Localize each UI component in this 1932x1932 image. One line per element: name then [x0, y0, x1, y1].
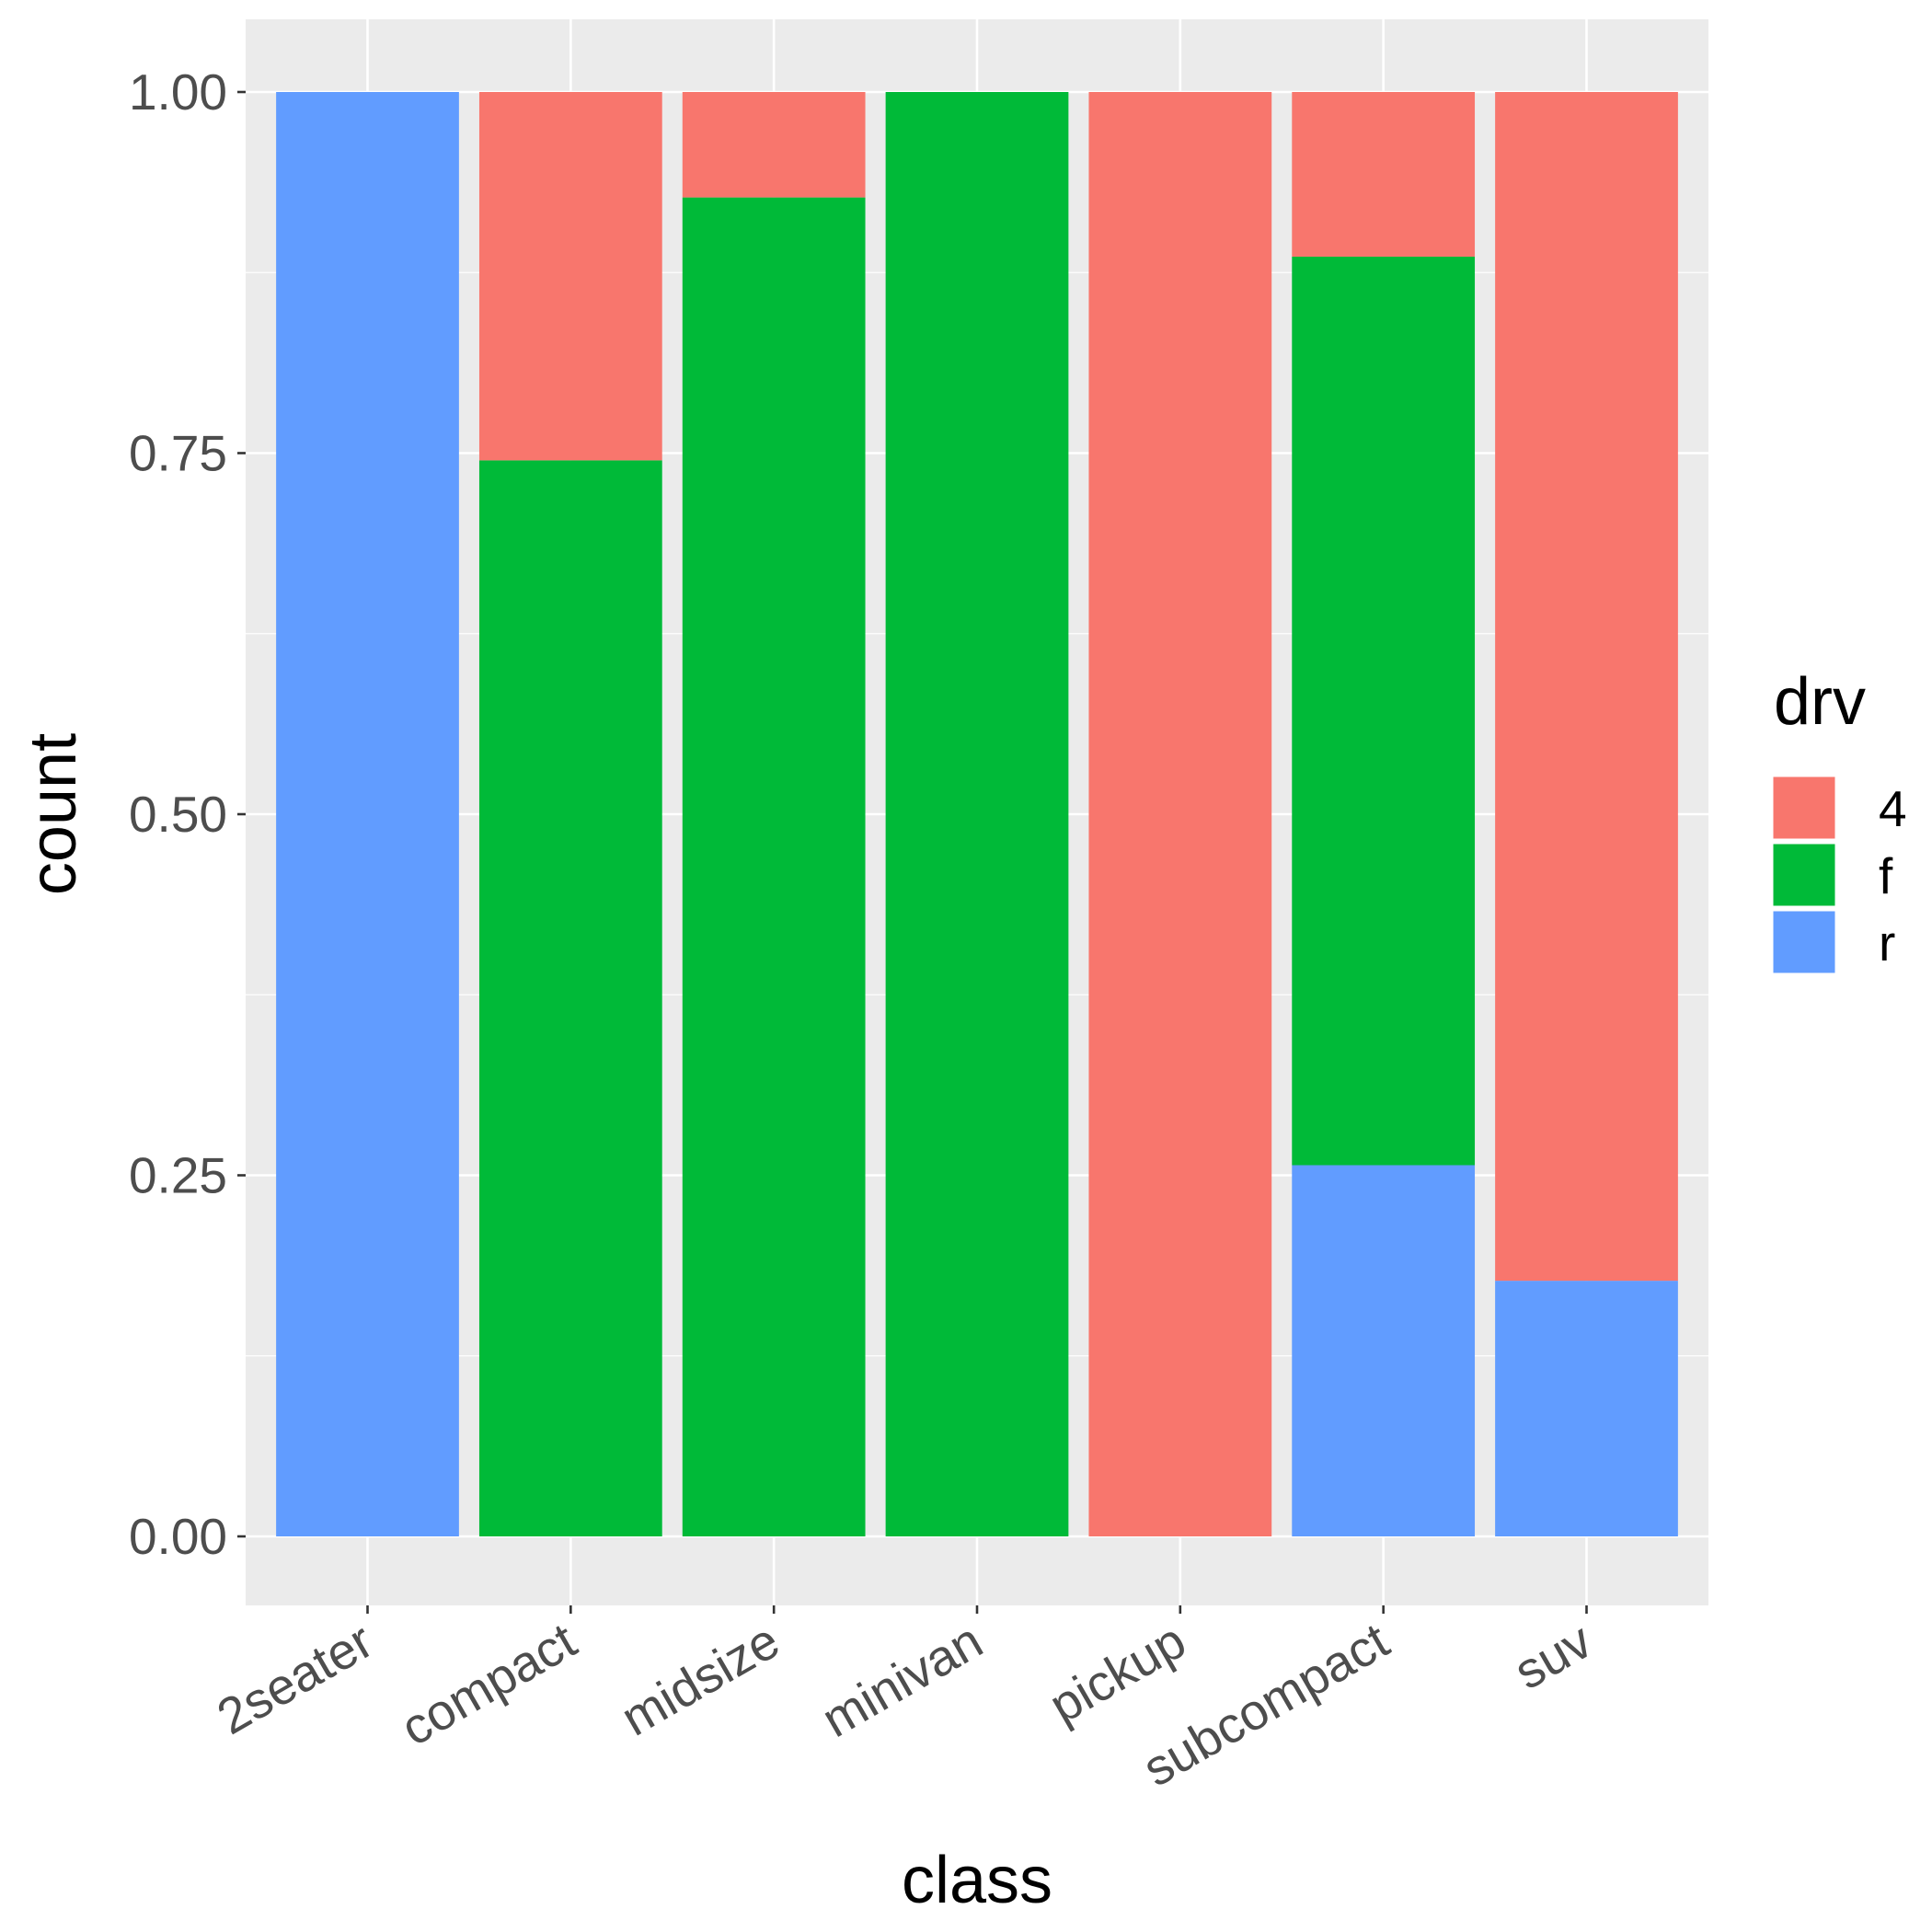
legend-label-r: r [1879, 914, 1895, 972]
x-tick-label: midsize [612, 1612, 788, 1747]
legend-key-4 [1770, 774, 1838, 842]
y-tick-label: 0.25 [129, 1147, 227, 1204]
bar-segment-suv-4 [1495, 92, 1678, 1282]
x-axis: 2seater compact midsize minivan pickupsubcom… [208, 1605, 1602, 1798]
x-tick-label: compact [391, 1612, 585, 1757]
bars [276, 92, 1678, 1537]
bar-segment-compact-f [478, 460, 662, 1537]
y-tick-label: 0.00 [129, 1508, 227, 1565]
bar-segment-subcompact-r [1292, 1165, 1476, 1536]
legend-label-f: f [1879, 847, 1893, 904]
x-axis-title: class [902, 1844, 1052, 1917]
bar-segment-2seater-r [276, 92, 459, 1536]
bar-segment-pickup-4 [1088, 92, 1272, 1536]
legend: drv 4 fr [1770, 665, 1907, 976]
y-tick-label: 0.75 [129, 425, 227, 482]
x-tick-label: minivan [812, 1612, 992, 1748]
y-axis-title: count [17, 733, 90, 895]
y-tick-label: 0.50 [129, 786, 227, 843]
legend-label-4: 4 [1879, 780, 1907, 837]
x-tick-label: 2seater [208, 1612, 383, 1745]
bar-segment-suv-r [1495, 1281, 1678, 1536]
bar-segment-midsize-f [682, 197, 866, 1537]
bar-segment-subcompact-f [1292, 256, 1476, 1166]
bar-segment-compact-4 [478, 92, 662, 461]
legend-title: drv [1774, 665, 1866, 739]
y-tick-label: 1.00 [129, 63, 227, 121]
x-tick-label: suv [1504, 1611, 1602, 1700]
bar-segment-minivan-f [885, 92, 1069, 1536]
bar-segment-midsize-4 [682, 92, 866, 198]
x-tick-label: pickup [1040, 1612, 1195, 1734]
bar-segment-subcompact-4 [1292, 92, 1476, 257]
legend-key-r [1770, 908, 1838, 976]
legend-key-f [1770, 841, 1838, 909]
y-axis: 0.00 0.25 0.50 0.75 1.00 [129, 63, 246, 1565]
